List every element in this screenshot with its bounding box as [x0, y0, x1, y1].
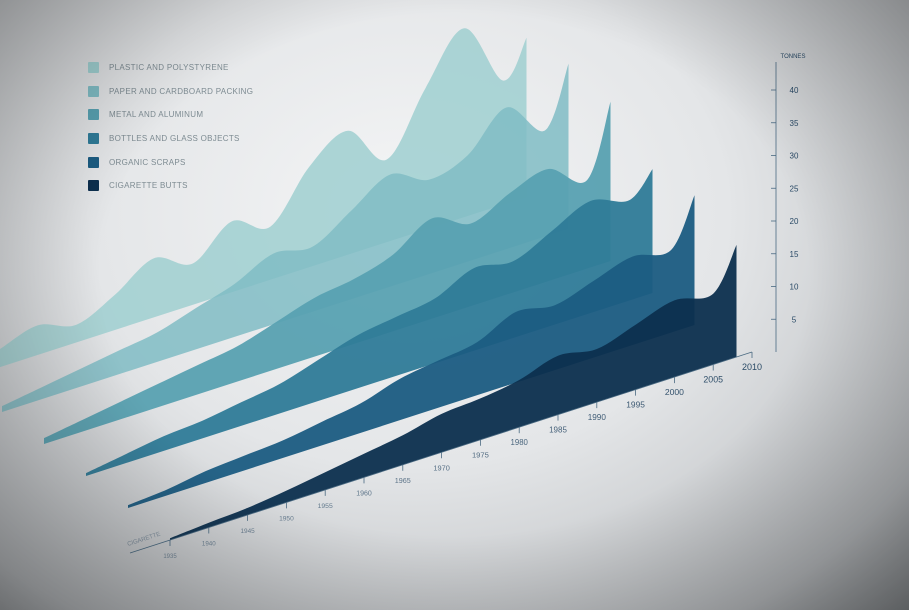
y-axis-title: TONNES — [781, 54, 806, 60]
x-tick-label: 1990 — [588, 413, 607, 422]
x-tick-label: 1985 — [549, 426, 567, 435]
y-axis: 5 10 15 20 25 30 35 40 TONNES — [771, 54, 805, 352]
x-tick-label: 1955 — [318, 503, 333, 510]
x-tick-label: 1935 — [163, 554, 177, 560]
legend-label: ORGANIC SCRAPS — [109, 157, 186, 167]
x-tick-label: 1960 — [356, 490, 372, 497]
legend-item-plastic-and-polystyrene: PLASTIC AND POLYSTYRENE — [88, 56, 253, 80]
x-tick-label: 1980 — [511, 438, 529, 447]
x-tick-label: 2010 — [742, 362, 762, 372]
y-tick-label: 40 — [790, 86, 799, 95]
legend-item-cigarette-butts: CIGARETTE BUTTS — [88, 174, 253, 198]
legend-item-organic-scraps: ORGANIC SCRAPS — [88, 150, 253, 174]
x-tick-label: 1965 — [395, 476, 411, 485]
legend-label: METAL AND ALUMINUM — [109, 110, 204, 120]
y-tick-label: 20 — [790, 217, 799, 226]
x-axis-start-label: CIGARETTE — [127, 532, 162, 548]
legend-item-paper-and-cardboard-packing: PAPER AND CARDBOARD PACKING — [88, 80, 253, 104]
y-tick-label: 30 — [790, 152, 799, 161]
area-organic-scraps — [128, 195, 695, 508]
x-tick-label: 2005 — [703, 375, 723, 385]
legend-label: PAPER AND CARDBOARD PACKING — [109, 86, 254, 96]
legend-swatch — [88, 180, 99, 192]
x-tick-label: 2000 — [665, 387, 684, 397]
x-tick-label: 1950 — [279, 515, 294, 522]
x-tick-label: 1945 — [240, 528, 255, 535]
legend-swatch — [88, 109, 99, 121]
area-plastic-and-polystyrene — [0, 28, 527, 368]
legend-swatch — [88, 85, 99, 97]
x-tick-label: 1940 — [202, 540, 216, 547]
x-tick-label: 1975 — [472, 451, 489, 460]
legend: PLASTIC AND POLYSTYRENE PAPER AND CARDBOA… — [88, 56, 253, 198]
y-tick-label: 10 — [790, 283, 799, 292]
legend-item-bottles-and-glass-objects: BOTTLES AND GLASS OBJECTS — [88, 127, 253, 151]
ridge-layers — [0, 28, 737, 540]
y-tick-label: 35 — [790, 119, 799, 128]
legend-swatch — [88, 133, 99, 145]
legend-label: PLASTIC AND POLYSTYRENE — [109, 63, 229, 73]
legend-label: CIGARETTE BUTTS — [109, 181, 188, 191]
y-tick-label: 5 — [792, 315, 797, 324]
x-tick-label: 1970 — [433, 463, 449, 472]
y-tick-label: 15 — [790, 250, 799, 259]
x-tick-label: 1995 — [626, 400, 645, 410]
x-axis-line — [129, 351, 753, 554]
legend-swatch — [88, 156, 99, 168]
legend-label: BOTTLES AND GLASS OBJECTS — [109, 134, 240, 144]
area-cigarette-butts — [170, 244, 737, 540]
y-tick-label: 25 — [790, 184, 799, 193]
legend-swatch — [88, 62, 99, 74]
legend-item-metal-and-aluminum: METAL AND ALUMINUM — [88, 103, 253, 127]
